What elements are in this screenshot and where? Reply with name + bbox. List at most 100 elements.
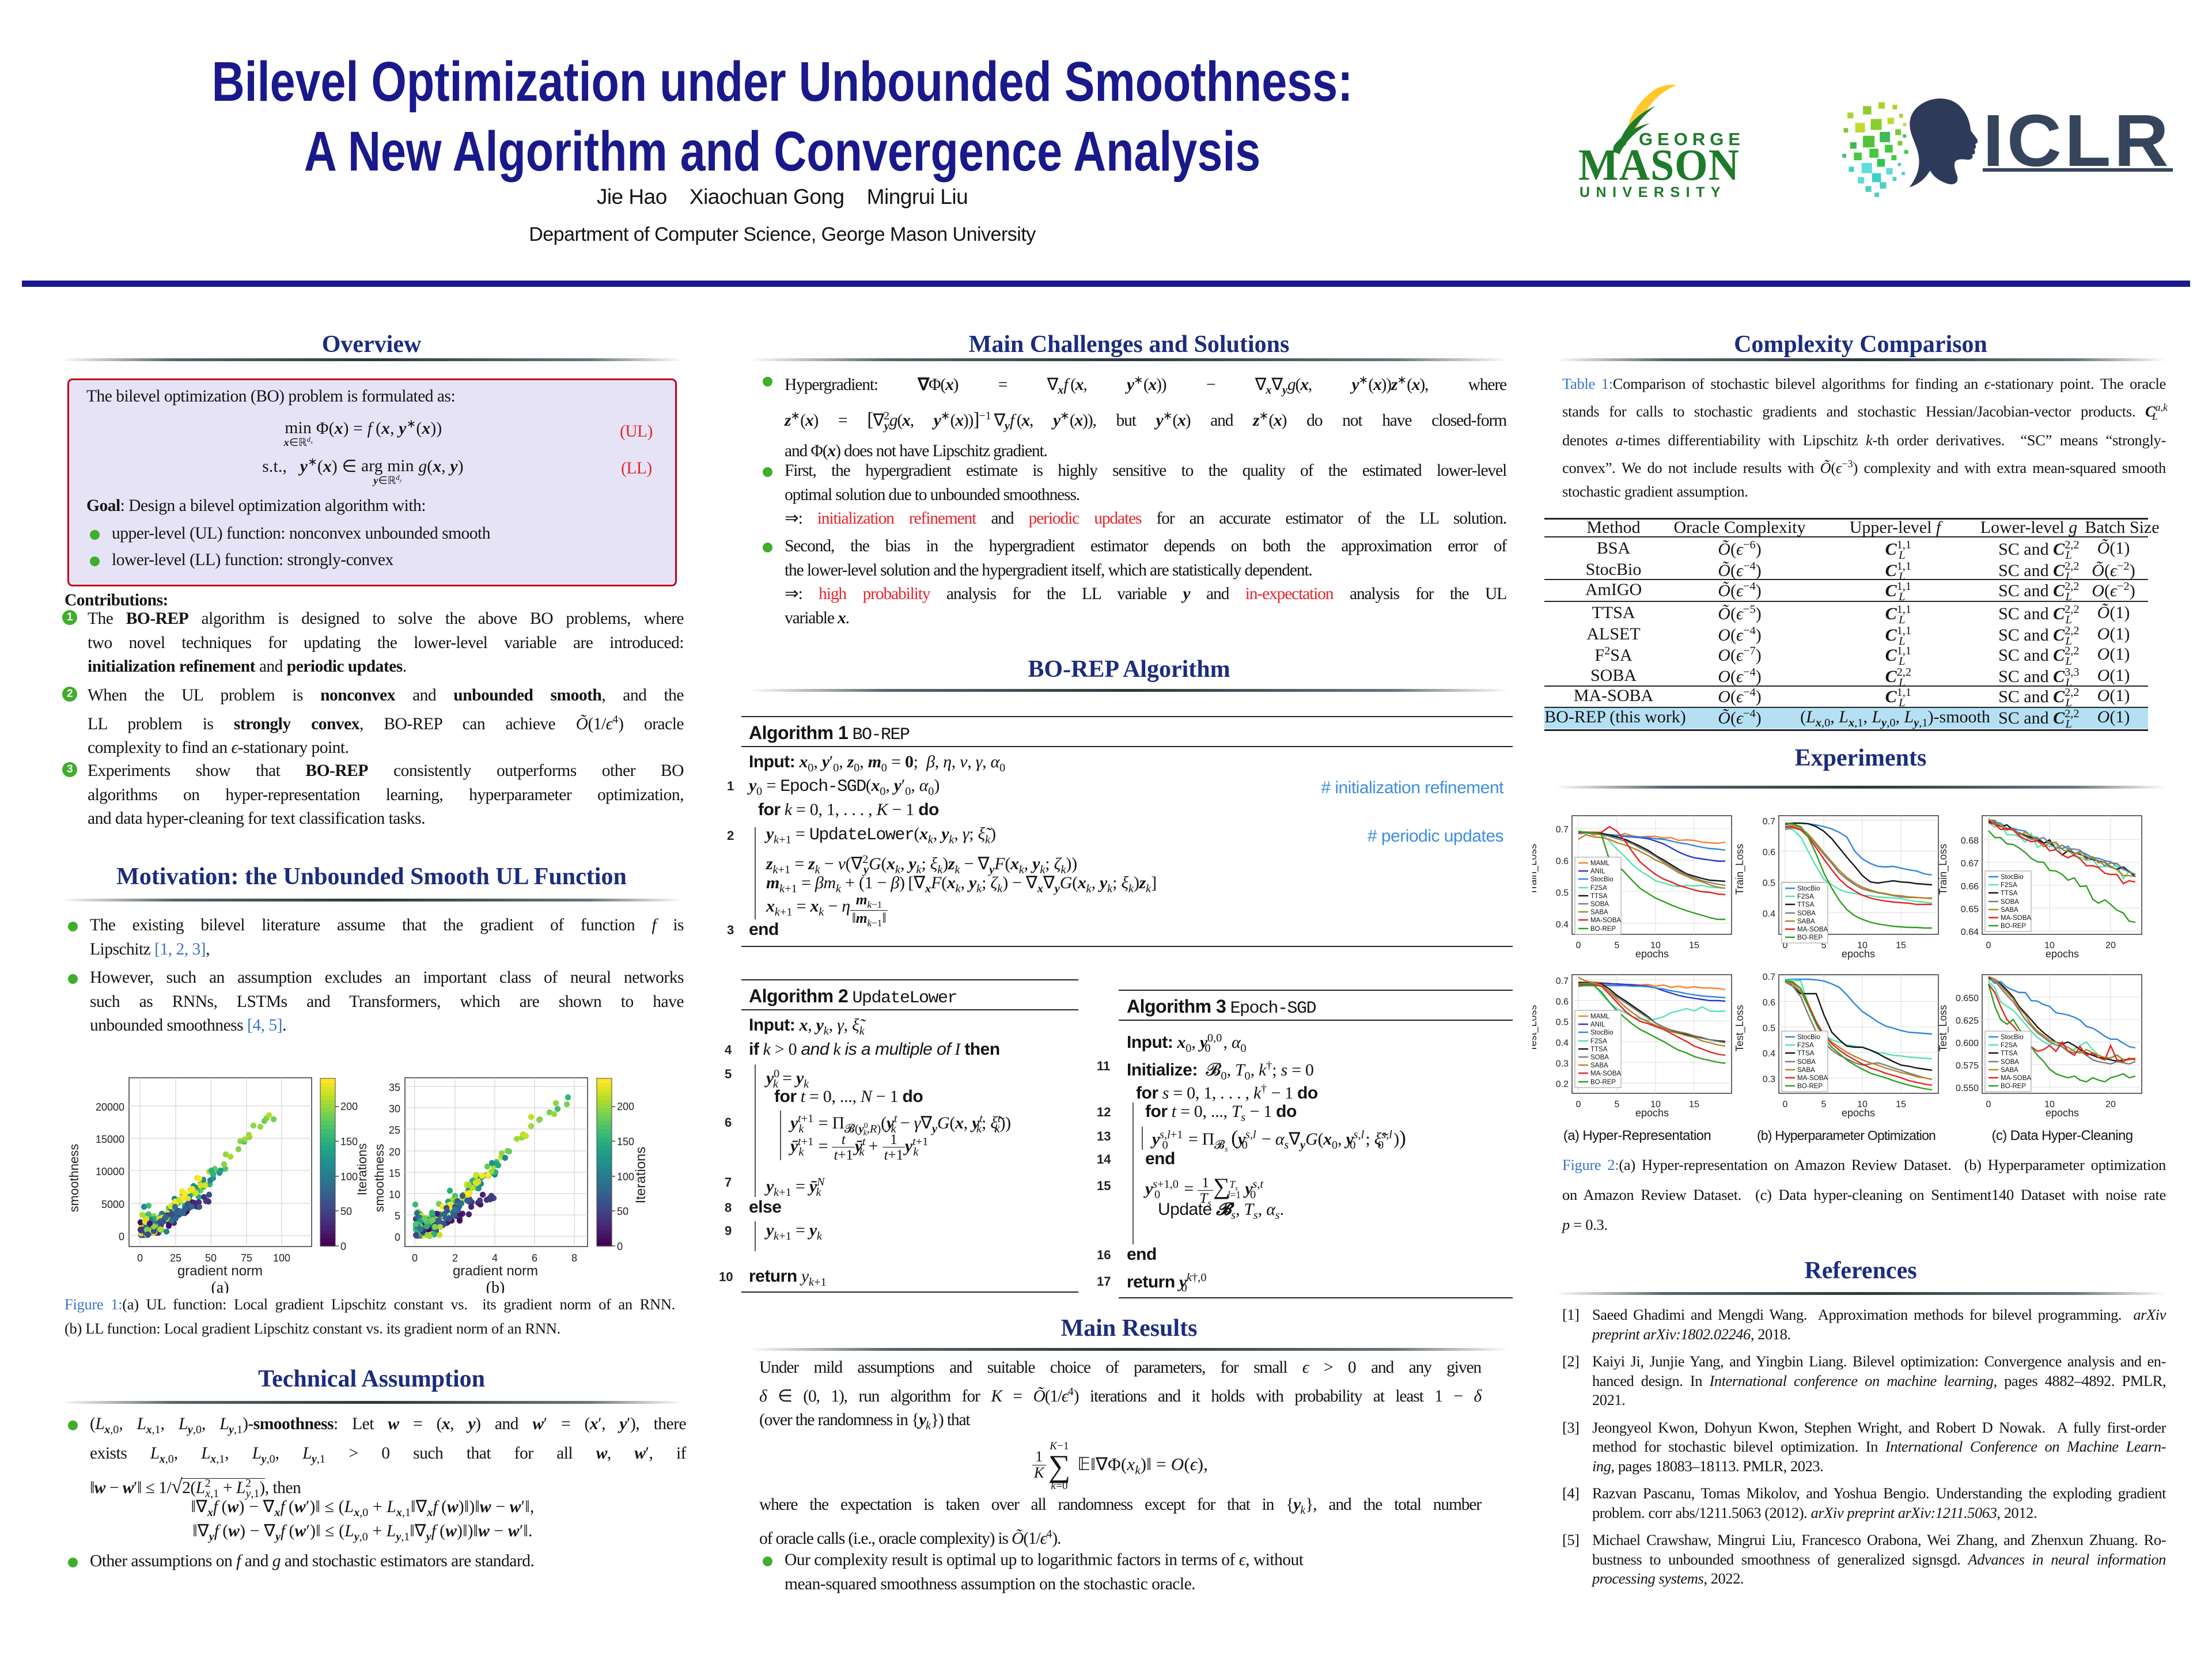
svg-text:15: 15 [1896, 1100, 1906, 1109]
svg-text:0: 0 [1986, 1100, 1991, 1109]
svg-text:5: 5 [1821, 941, 1827, 950]
svg-text:25: 25 [170, 1252, 181, 1264]
svg-text:SOBA: SOBA [1590, 1054, 1609, 1061]
svg-text:0.7: 0.7 [1763, 817, 1775, 827]
svg-text:0.67: 0.67 [1961, 859, 1979, 869]
svg-text:5: 5 [1821, 1100, 1827, 1109]
svg-text:SABA: SABA [1797, 918, 1815, 925]
svg-text:15000: 15000 [96, 1134, 124, 1145]
svg-text:TTSA: TTSA [2001, 890, 2018, 897]
svg-text:0.575: 0.575 [1956, 1061, 1979, 1071]
svg-text:20000: 20000 [96, 1101, 124, 1113]
svg-text:0.7: 0.7 [1556, 976, 1569, 986]
svg-text:150: 150 [340, 1136, 358, 1147]
svg-text:F2SA: F2SA [1797, 1042, 1814, 1049]
svg-text:0.66: 0.66 [1961, 882, 1979, 892]
svg-text:SABA: SABA [1590, 909, 1608, 916]
svg-text:epochs: epochs [1635, 1107, 1669, 1119]
svg-text:10: 10 [2044, 941, 2055, 950]
svg-text:MAML: MAML [1590, 860, 1610, 867]
svg-text:GEORGE: GEORGE [1639, 129, 1745, 149]
svg-text:0.4: 0.4 [1763, 910, 1775, 919]
svg-text:SOBA: SOBA [1797, 1059, 1816, 1066]
svg-text:0.68: 0.68 [1961, 836, 1979, 846]
svg-text:50: 50 [205, 1252, 217, 1264]
svg-text:2: 2 [452, 1252, 458, 1264]
svg-text:0: 0 [395, 1232, 400, 1243]
svg-text:0.6: 0.6 [1763, 848, 1775, 858]
svg-text:0.5: 0.5 [1556, 888, 1569, 898]
svg-text:BO-REP: BO-REP [2001, 923, 2026, 930]
svg-text:10: 10 [1650, 941, 1661, 950]
svg-text:50: 50 [617, 1206, 628, 1217]
svg-text:0.600: 0.600 [1956, 1039, 1979, 1048]
svg-text:0.5: 0.5 [1556, 1018, 1569, 1028]
svg-text:Iterations: Iterations [633, 1147, 649, 1204]
svg-text:MA-SOBA: MA-SOBA [1590, 1070, 1621, 1077]
svg-text:F2SA: F2SA [2001, 882, 2017, 889]
svg-text:15: 15 [1896, 941, 1906, 950]
svg-text:100: 100 [340, 1171, 358, 1183]
svg-text:0.6: 0.6 [1556, 997, 1569, 1007]
svg-text:MA-SOBA: MA-SOBA [2001, 1075, 2031, 1082]
svg-text:50: 50 [340, 1206, 352, 1217]
svg-text:smoothness: smoothness [372, 1144, 387, 1213]
svg-text:0.65: 0.65 [1961, 904, 1979, 914]
svg-text:F2SA: F2SA [1590, 1038, 1607, 1045]
svg-text:0.6: 0.6 [1556, 857, 1569, 866]
svg-text:(a): (a) [211, 1279, 229, 1293]
svg-text:0: 0 [1576, 1100, 1581, 1109]
svg-text:StocBio: StocBio [1590, 876, 1613, 883]
svg-text:15: 15 [1689, 1100, 1699, 1109]
svg-text:SABA: SABA [1590, 1062, 1608, 1069]
svg-text:F2SA: F2SA [2001, 1042, 2017, 1049]
svg-text:0.7: 0.7 [1763, 972, 1775, 982]
svg-text:Train_Loss: Train_Loss [1734, 844, 1746, 895]
svg-text:SOBA: SOBA [1590, 901, 1609, 908]
svg-text:25: 25 [389, 1124, 400, 1136]
svg-text:0: 0 [1986, 941, 1991, 950]
svg-text:30: 30 [389, 1103, 400, 1115]
svg-text:0.6: 0.6 [1763, 998, 1775, 1008]
svg-text:epochs: epochs [2046, 1107, 2079, 1119]
svg-text:0: 0 [1576, 941, 1581, 950]
svg-text:MA-SOBA: MA-SOBA [2001, 915, 2031, 922]
svg-text:10: 10 [389, 1189, 400, 1200]
svg-text:0: 0 [137, 1252, 143, 1264]
svg-text:BO-REP: BO-REP [1590, 926, 1616, 933]
svg-text:BO-REP: BO-REP [1590, 1079, 1616, 1086]
svg-text:MAML: MAML [1590, 1013, 1610, 1020]
svg-text:0: 0 [1783, 941, 1788, 950]
svg-text:0.4: 0.4 [1556, 920, 1569, 930]
svg-text:10: 10 [1650, 1100, 1661, 1109]
svg-text:ANIL: ANIL [1590, 1021, 1605, 1028]
svg-text:0: 0 [1783, 1100, 1788, 1109]
svg-text:epochs: epochs [1635, 948, 1669, 960]
svg-text:100: 100 [617, 1171, 634, 1183]
svg-text:SABA: SABA [2001, 1067, 2018, 1074]
svg-text:TTSA: TTSA [1797, 1050, 1815, 1057]
svg-text:0.650: 0.650 [1956, 994, 1979, 1003]
svg-text:5: 5 [395, 1210, 400, 1222]
svg-text:BO-REP: BO-REP [1797, 1083, 1823, 1090]
svg-text:8: 8 [571, 1252, 577, 1264]
svg-text:MA-SOBA: MA-SOBA [1797, 926, 1828, 933]
svg-text:100: 100 [273, 1252, 290, 1264]
svg-text:MA-SOBA: MA-SOBA [1590, 917, 1621, 924]
svg-text:MASON: MASON [1578, 140, 1740, 190]
svg-text:MA-SOBA: MA-SOBA [1797, 1075, 1828, 1082]
svg-text:20: 20 [2105, 941, 2116, 950]
svg-text:0: 0 [412, 1252, 418, 1264]
svg-text:SOBA: SOBA [2001, 1059, 2019, 1066]
svg-text:10: 10 [1857, 1100, 1868, 1109]
svg-text:StocBio: StocBio [1797, 885, 1820, 892]
svg-text:StocBio: StocBio [1590, 1029, 1613, 1036]
svg-text:0.4: 0.4 [1556, 1038, 1569, 1048]
svg-text:35: 35 [389, 1082, 400, 1093]
svg-text:SABA: SABA [2001, 907, 2018, 914]
svg-text:5: 5 [1615, 941, 1620, 950]
svg-text:Test_Loss: Test_Loss [1734, 1005, 1746, 1051]
svg-text:Iterations: Iterations [355, 1143, 369, 1196]
svg-text:6: 6 [532, 1252, 537, 1264]
svg-text:epochs: epochs [2046, 948, 2079, 960]
